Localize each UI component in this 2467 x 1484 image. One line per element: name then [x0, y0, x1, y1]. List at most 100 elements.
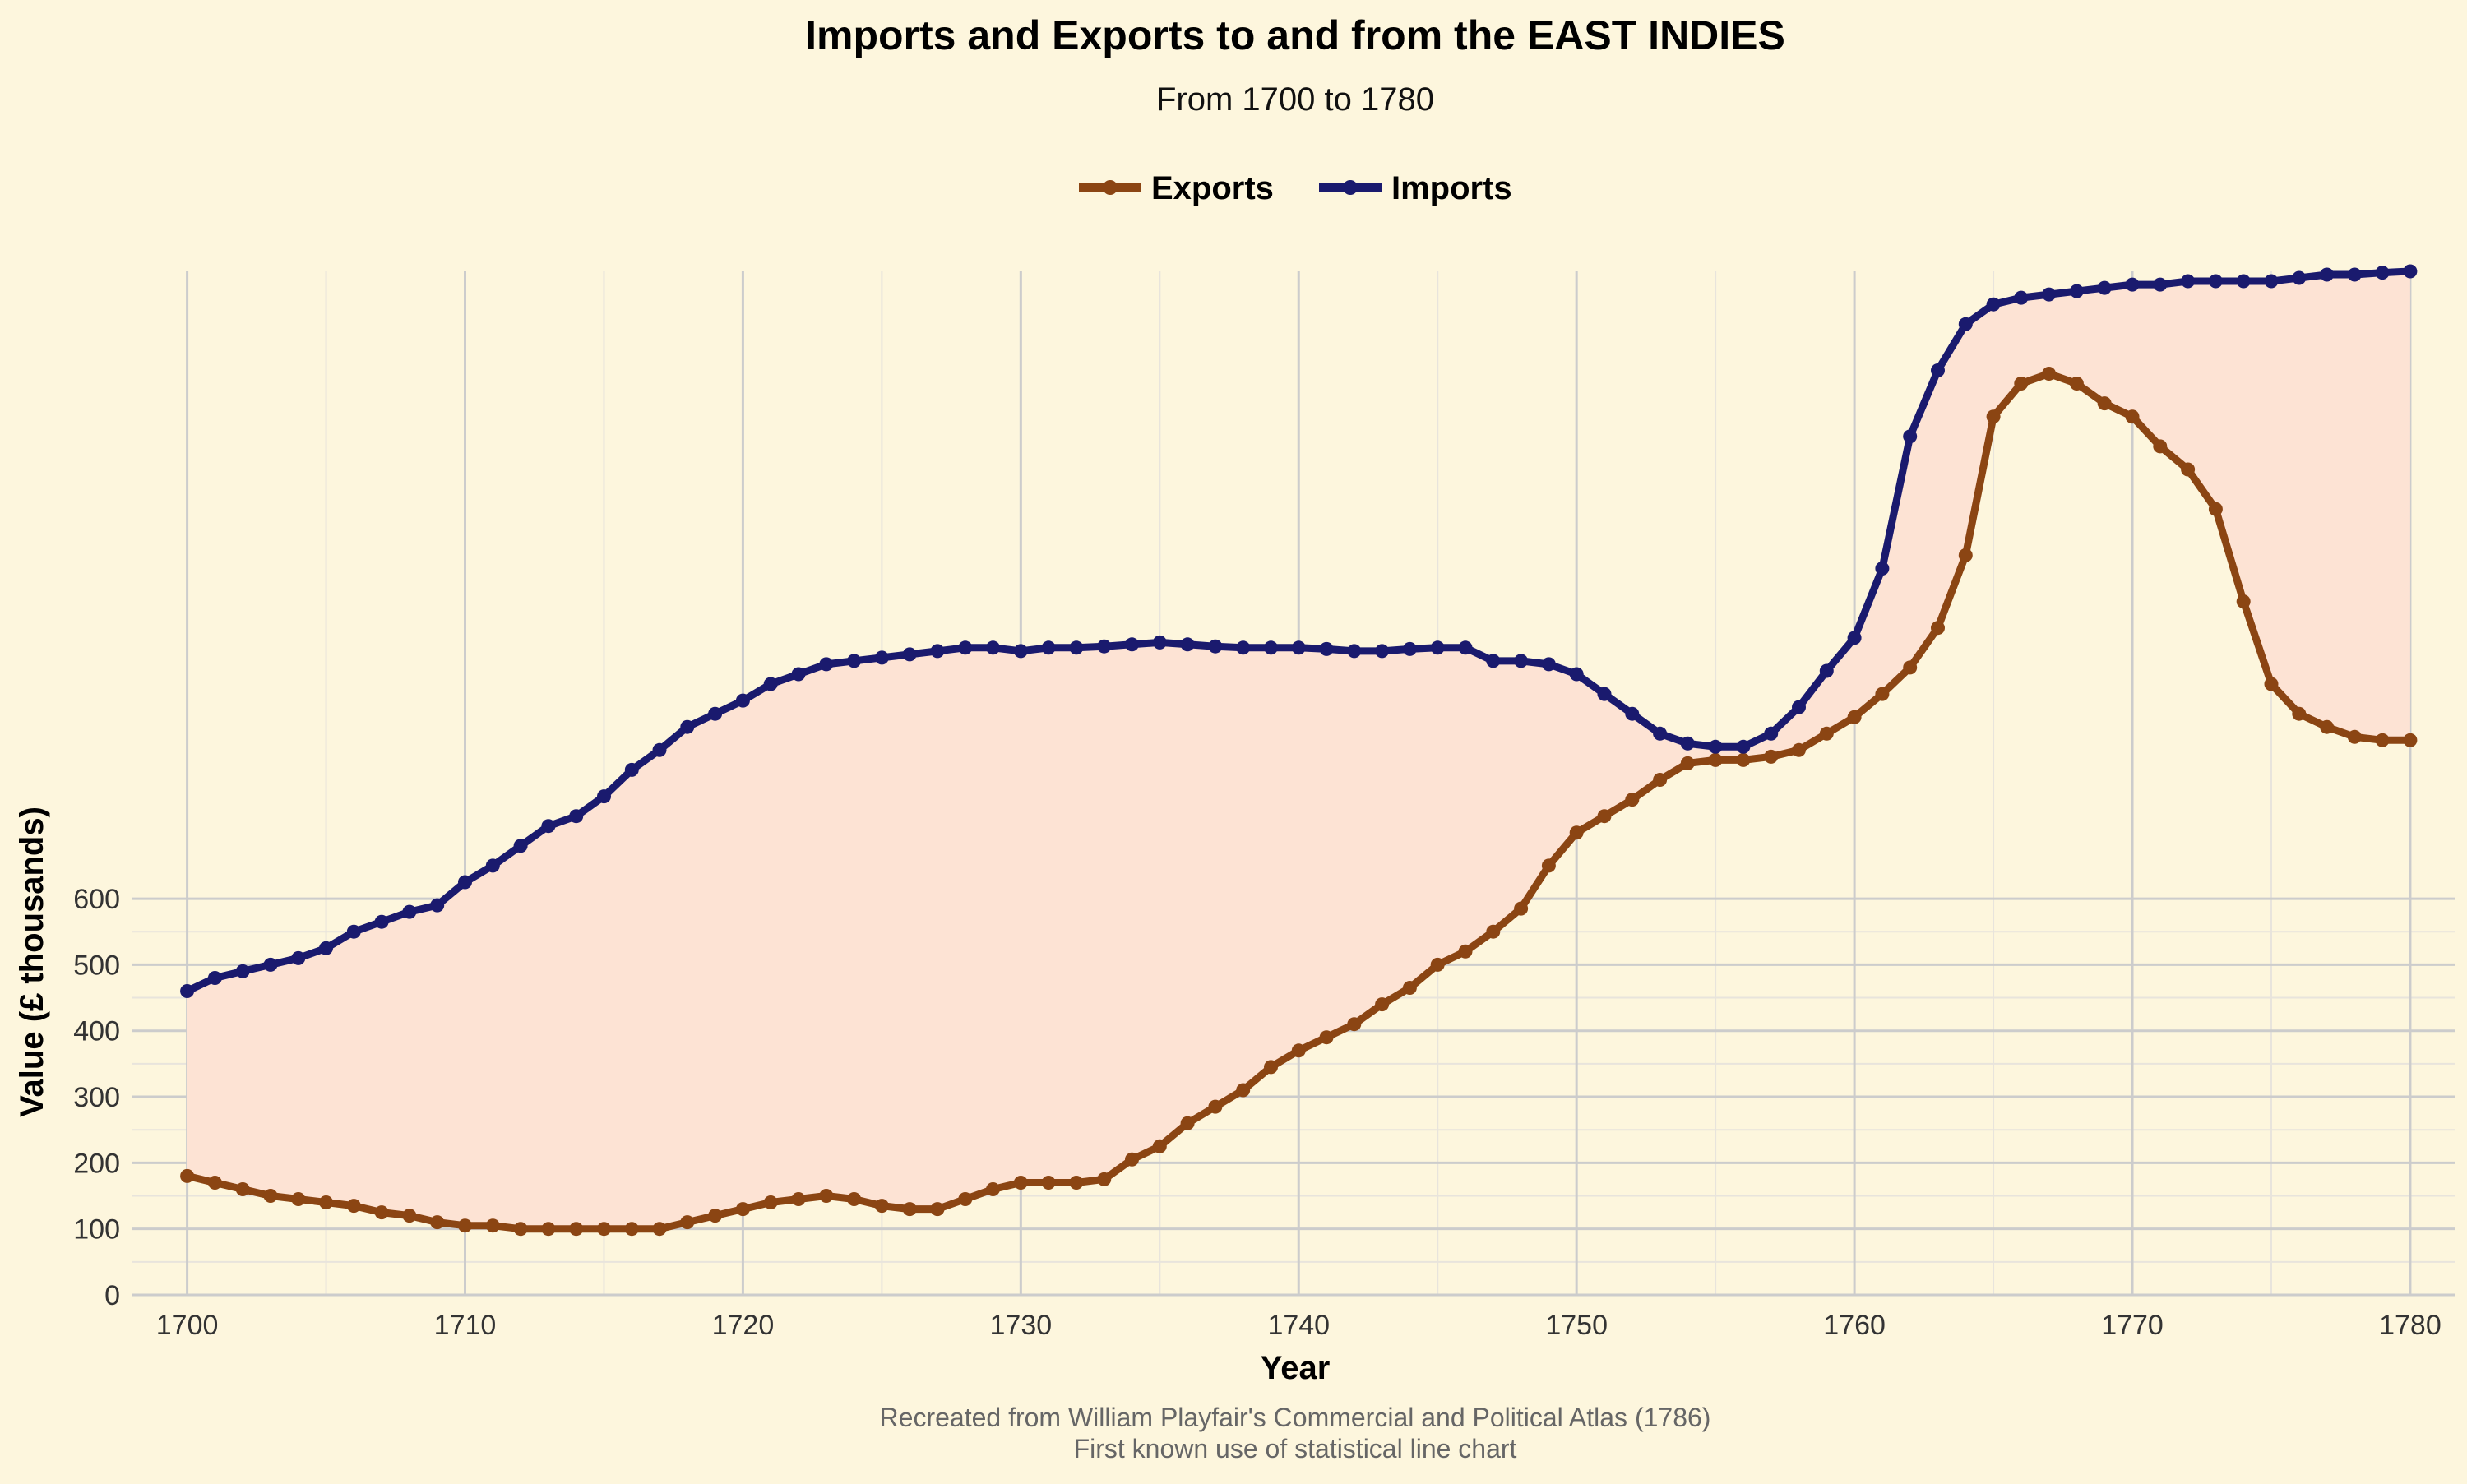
- data-point-imports: [986, 640, 1000, 655]
- data-point-exports: [2208, 502, 2223, 516]
- data-point-imports: [1875, 562, 1890, 576]
- caption-line-1: Recreated from William Playfair's Commer…: [880, 1403, 1711, 1432]
- chart-subtitle: From 1700 to 1780: [1156, 81, 1434, 118]
- data-point-imports: [319, 941, 333, 955]
- data-point-imports: [2292, 270, 2307, 285]
- data-point-exports: [1041, 1176, 1056, 1190]
- y-tick-label: 200: [73, 1148, 120, 1179]
- data-point-imports: [652, 742, 667, 757]
- data-point-exports: [1625, 793, 1640, 807]
- data-point-exports: [1541, 858, 1556, 873]
- x-tick-label: 1720: [712, 1310, 775, 1341]
- series-imports: [180, 264, 2418, 998]
- data-point-imports: [597, 789, 611, 804]
- data-point-imports: [1931, 363, 1945, 377]
- x-axis-tick-labels: 1700 1710 1720 1730 1740 1750 1760 1770 1780: [156, 1310, 2442, 1341]
- data-point-imports: [430, 898, 445, 913]
- data-point-imports: [1291, 640, 1306, 655]
- data-point-exports: [1792, 742, 1806, 757]
- data-point-exports: [1514, 901, 1529, 916]
- data-point-exports: [1013, 1176, 1028, 1190]
- x-axis-label: Year: [1261, 1350, 1331, 1386]
- data-point-imports: [763, 677, 778, 691]
- y-tick-label: 500: [73, 950, 120, 981]
- data-point-imports: [2320, 267, 2335, 282]
- data-point-exports: [569, 1222, 584, 1237]
- data-point-imports: [1514, 654, 1529, 668]
- data-point-exports: [458, 1218, 472, 1233]
- data-point-exports: [1736, 752, 1751, 767]
- data-point-exports: [291, 1192, 306, 1206]
- data-point-exports: [430, 1215, 445, 1230]
- data-point-exports: [541, 1222, 556, 1237]
- data-point-exports: [763, 1195, 778, 1209]
- data-point-exports: [986, 1182, 1000, 1196]
- data-point-imports: [1347, 644, 1362, 659]
- legend-label-exports: Exports: [1151, 170, 1274, 206]
- data-point-imports: [2153, 277, 2168, 292]
- data-point-imports: [1819, 663, 1834, 678]
- data-point-exports: [2320, 719, 2335, 734]
- data-point-imports: [680, 719, 695, 734]
- y-axis-tick-labels: 0 100 200 300 400 500 600: [73, 884, 120, 1311]
- area-between-series: [187, 271, 2410, 1229]
- data-point-exports: [1653, 773, 1668, 787]
- data-point-exports: [2069, 377, 2084, 391]
- y-tick-label: 0: [104, 1280, 120, 1311]
- data-point-imports: [291, 950, 306, 965]
- data-point-imports: [1180, 637, 1195, 652]
- data-point-imports: [569, 809, 584, 824]
- data-point-imports: [791, 667, 806, 682]
- data-point-imports: [1569, 667, 1584, 682]
- data-point-imports: [2097, 280, 2112, 295]
- data-point-imports: [2069, 284, 2084, 298]
- data-point-imports: [2208, 274, 2223, 289]
- data-point-exports: [847, 1192, 862, 1206]
- data-point-exports: [874, 1199, 889, 1214]
- data-point-exports: [597, 1222, 611, 1237]
- data-point-exports: [1819, 726, 1834, 741]
- data-point-exports: [1236, 1083, 1251, 1098]
- data-point-exports: [513, 1222, 528, 1237]
- data-point-imports: [2125, 277, 2140, 292]
- data-point-imports: [1958, 317, 1973, 331]
- data-point-imports: [1458, 640, 1473, 655]
- data-point-imports: [485, 858, 500, 873]
- data-point-exports: [1569, 825, 1584, 840]
- data-point-imports: [1597, 687, 1612, 701]
- data-point-imports: [1736, 739, 1751, 754]
- data-point-exports: [1375, 997, 1390, 1012]
- data-point-exports: [485, 1218, 500, 1233]
- data-point-exports: [1986, 409, 2001, 424]
- data-point-imports: [374, 914, 389, 929]
- fill-between-area: [187, 271, 2410, 1229]
- data-point-exports: [1402, 981, 1417, 995]
- chart-title: Imports and Exports to and from the EAST…: [805, 12, 1785, 58]
- data-point-imports: [624, 762, 639, 777]
- x-tick-label: 1780: [2379, 1310, 2442, 1341]
- data-point-exports: [1680, 756, 1695, 770]
- data-point-exports: [1847, 710, 1862, 724]
- data-point-imports: [2014, 290, 2029, 305]
- data-point-exports: [1069, 1176, 1084, 1190]
- data-point-imports: [541, 819, 556, 834]
- data-point-exports: [1458, 944, 1473, 959]
- data-point-exports: [735, 1202, 750, 1217]
- data-point-imports: [2375, 266, 2390, 280]
- data-point-imports: [1708, 739, 1723, 754]
- data-point-imports: [847, 654, 862, 668]
- data-point-exports: [2375, 733, 2390, 747]
- data-point-exports: [2153, 439, 2168, 454]
- data-point-exports: [2292, 706, 2307, 721]
- data-point-exports: [2042, 367, 2057, 381]
- data-point-imports: [513, 839, 528, 853]
- x-tick-label: 1730: [990, 1310, 1053, 1341]
- series-lines: [180, 264, 2418, 1237]
- data-point-imports: [263, 957, 278, 972]
- data-point-exports: [1486, 924, 1501, 939]
- data-point-exports: [1097, 1172, 1112, 1186]
- data-point-imports: [1208, 639, 1223, 654]
- data-point-imports: [346, 924, 361, 939]
- data-point-imports: [1097, 639, 1112, 654]
- data-point-exports: [1125, 1152, 1139, 1167]
